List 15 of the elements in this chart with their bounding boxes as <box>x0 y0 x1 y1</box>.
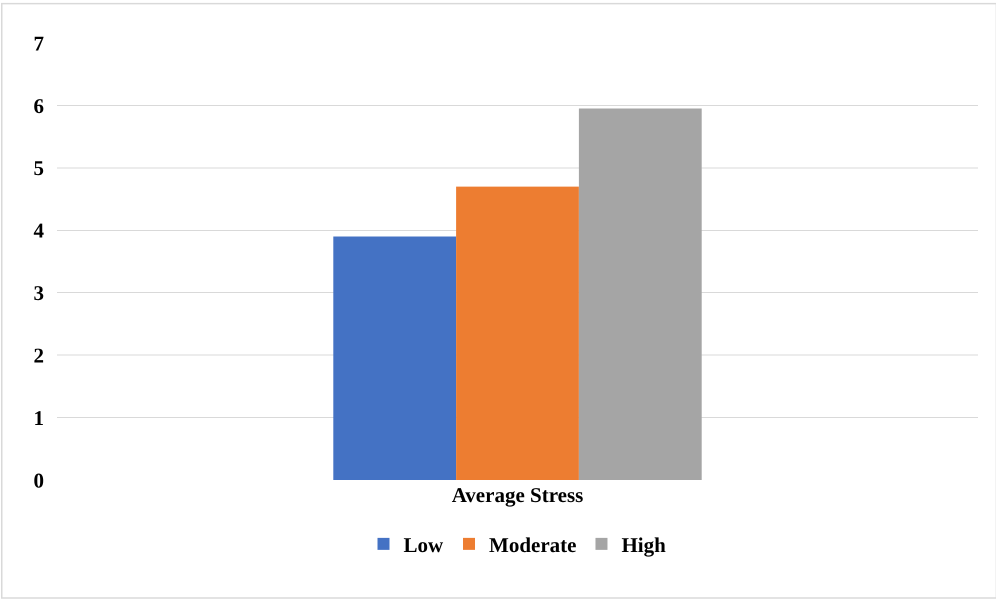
y-tick-label: 0 <box>34 468 44 492</box>
bar <box>456 186 579 480</box>
legend-label: High <box>621 533 666 558</box>
x-tick-label: Average Stress <box>452 483 584 507</box>
y-tick-label: 2 <box>34 343 44 368</box>
bar <box>578 108 702 480</box>
y-tick-label: 6 <box>34 94 44 118</box>
bar <box>333 236 456 480</box>
y-tick-label: 3 <box>34 281 44 306</box>
y-tick-label: 1 <box>34 406 44 430</box>
legend-label: Low <box>404 533 444 558</box>
y-tick-label: 7 <box>34 31 44 56</box>
y-tick-label: 4 <box>34 218 44 243</box>
y-tick-label: 5 <box>34 156 44 180</box>
legend-label: Moderate <box>489 533 576 558</box>
